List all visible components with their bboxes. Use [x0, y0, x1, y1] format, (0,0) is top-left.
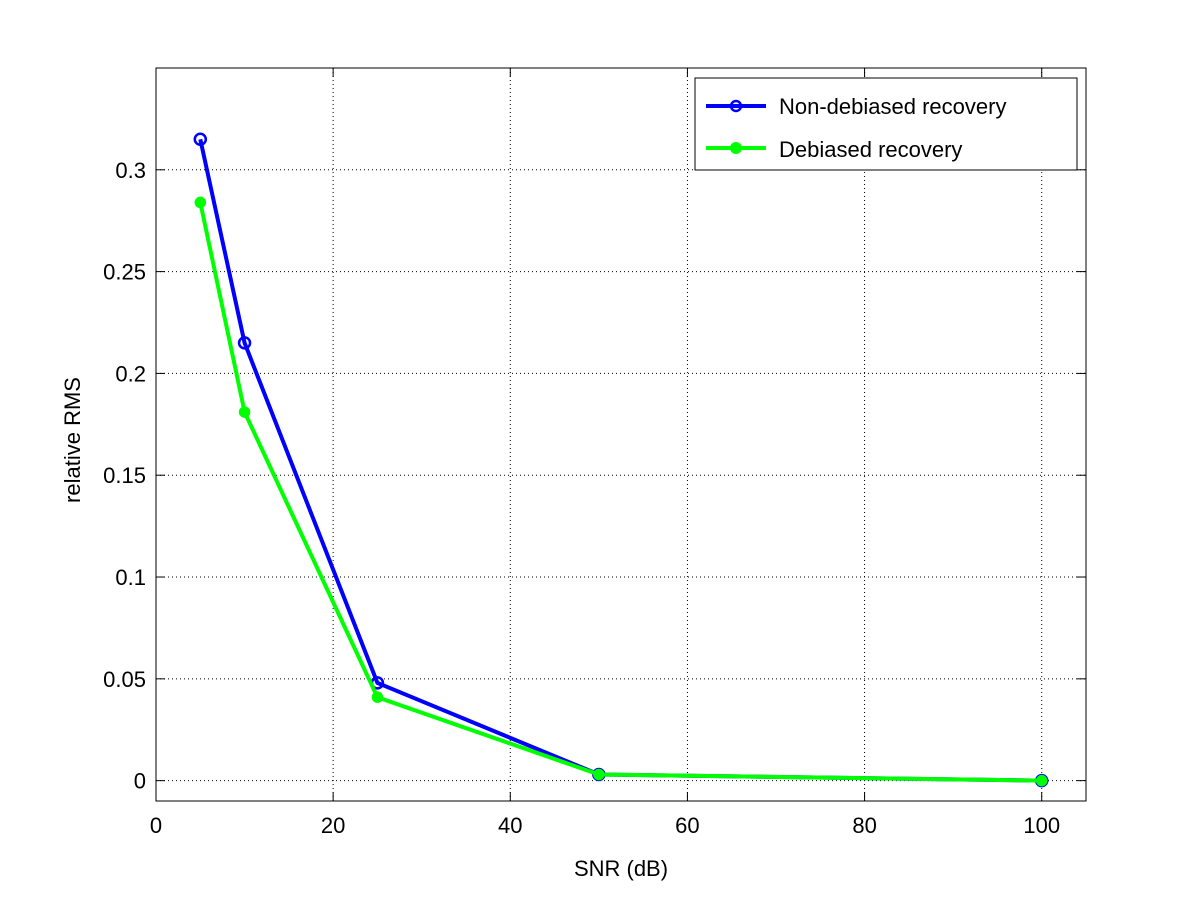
- plot-area: [156, 68, 1086, 801]
- data-point-debiased: [593, 768, 605, 781]
- y-tick-label: 0.15: [103, 463, 146, 488]
- plot-frame: [155, 67, 1087, 802]
- grid: [155, 68, 1086, 801]
- data-point-debiased: [371, 691, 384, 703]
- legend-box: [694, 77, 1078, 171]
- x-tick-label: 0: [150, 813, 162, 838]
- legend-marker-non-debiased: [729, 99, 743, 113]
- y-tick-label: 0.25: [103, 260, 146, 285]
- data-point-debiased: [238, 406, 251, 418]
- x-tick-label: 40: [498, 813, 522, 838]
- x-tick-label: 60: [675, 813, 699, 838]
- legend-marker-debiased: [730, 142, 742, 154]
- data-point-non-debiased: [193, 132, 208, 147]
- series-layer: [193, 132, 1049, 788]
- y-tick-label: 0: [134, 769, 146, 794]
- x-tick-label: 80: [852, 813, 876, 838]
- data-point-non-debiased: [237, 336, 252, 350]
- axis-ticks: 0 20 40 60 80 100 0 0.05 0.1 0.15 0.2 0.25 0.3: [103, 68, 1086, 838]
- y-tick-label: 0.2: [115, 361, 146, 386]
- legend-label-debiased: Debiased recovery: [779, 137, 962, 162]
- x-tick-label: 100: [1023, 813, 1060, 838]
- data-point-debiased: [194, 196, 207, 209]
- legend: Non-debiased recovery Debiased recovery: [694, 77, 1078, 171]
- x-axis-label: SNR (dB): [574, 856, 668, 881]
- y-tick-label: 0.3: [115, 158, 146, 183]
- y-tick-label: 0.05: [103, 667, 146, 692]
- y-axis-label: relative RMS: [60, 377, 85, 503]
- data-point-debiased: [1035, 774, 1048, 787]
- y-tick-label: 0.1: [115, 565, 146, 590]
- legend-label-non-debiased: Non-debiased recovery: [779, 94, 1006, 119]
- x-tick-label: 20: [321, 813, 345, 838]
